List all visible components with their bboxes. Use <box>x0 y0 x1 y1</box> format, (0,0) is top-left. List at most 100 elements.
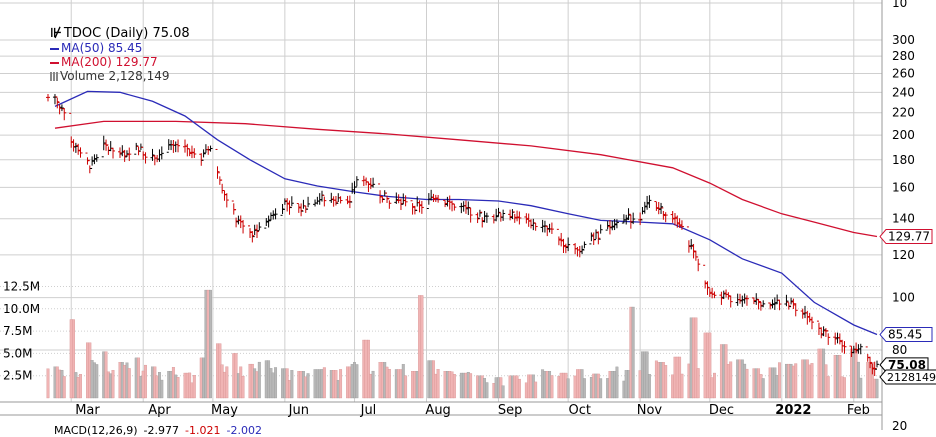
candle-icon: ⊮ <box>50 26 62 41</box>
ma50-series <box>54 90 878 336</box>
volume-bar <box>810 363 814 399</box>
ma200-series <box>54 120 878 238</box>
volume-tick-label: 5.0M <box>3 346 32 360</box>
volume-tick-label: 2.5M <box>3 369 32 383</box>
price-tick-label: 120 <box>892 248 915 262</box>
volume-bar <box>367 339 370 399</box>
price-bars <box>46 94 879 377</box>
price-tag-box <box>879 229 933 245</box>
volume-bar <box>778 362 781 399</box>
volume-bar <box>485 382 489 399</box>
legend-title: TDOC (Daily) 75.08 <box>63 26 190 41</box>
volume-bar <box>339 369 343 399</box>
volume-bar <box>95 364 99 399</box>
volume-bar <box>859 377 863 399</box>
volume-bar <box>875 378 879 399</box>
price-tick-label: 280 <box>892 49 915 63</box>
volume-bar <box>550 375 554 399</box>
legend-title-row: ⊮ TDOC (Daily) 75.08 <box>50 27 190 41</box>
price-tick-label: 180 <box>892 153 915 167</box>
volume-bar <box>209 289 212 399</box>
volume-bar <box>761 378 765 399</box>
volume-bar <box>241 376 245 399</box>
x-tick-label: Oct <box>569 403 591 418</box>
macd-value-1: -2.977 <box>143 424 180 437</box>
volume-bar <box>46 368 50 399</box>
ma200-line <box>54 120 878 238</box>
price-tick-label: 300 <box>892 33 915 47</box>
x-tick-label: Jun <box>288 403 309 418</box>
ma50-swatch-icon <box>50 47 59 50</box>
volume-bar <box>160 379 164 399</box>
ma200-swatch-icon <box>50 61 59 64</box>
volume-bar <box>664 365 668 399</box>
x-tick-label: May <box>211 403 238 418</box>
price-tick-label: 160 <box>892 180 915 194</box>
axis-labels: 300 280 260 240 220 200 180 160 140 120 100 80 10 20 1… <box>3 0 915 430</box>
x-tick-label: Sep <box>498 403 523 418</box>
x-tick-label: Aug <box>425 403 450 418</box>
price-tick-label: 10 <box>892 0 907 10</box>
price-tick-label: 220 <box>892 106 915 120</box>
legend-ma200-row: MA(200) 129.77 <box>50 55 190 69</box>
macd-label: MACD(12,26,9) <box>54 424 138 437</box>
volume-tick-label: 7.5M <box>3 324 32 338</box>
x-tick-label: Dec <box>709 403 734 418</box>
volume-tick-label: 12.5M <box>3 280 40 294</box>
price-tick-label: 140 <box>892 212 915 226</box>
volume-bar <box>452 374 456 399</box>
volume-bar <box>713 372 716 399</box>
volume-bars <box>46 289 879 399</box>
volume-bar <box>62 376 66 399</box>
volume-bar <box>387 369 391 399</box>
volume-bar <box>111 370 115 399</box>
x-tick-label: Mar <box>75 403 100 418</box>
volume-bar <box>826 376 830 399</box>
price-tick-label: 200 <box>892 128 915 142</box>
macd-tick-label: 20 <box>892 419 907 430</box>
volume-bar <box>176 376 180 399</box>
volume-bar <box>794 363 798 399</box>
volume-bar <box>647 374 651 399</box>
x-tick-label: 2022 <box>775 403 811 418</box>
volume-bar <box>436 369 440 399</box>
volume-tick-label: 10.0M <box>3 302 40 316</box>
volume-bar <box>225 366 229 399</box>
x-tick-label: Feb <box>847 403 870 418</box>
volume-bar <box>79 374 82 399</box>
volume-bar <box>371 370 375 399</box>
volume-bar <box>355 364 359 399</box>
price-tag-label: 129.77 <box>888 230 930 244</box>
price-tick-label: 100 <box>892 291 915 305</box>
volume-bar <box>708 332 712 399</box>
volume-bar <box>534 381 538 399</box>
volume-bar <box>501 385 505 399</box>
ma50-line <box>54 90 878 336</box>
volume-bar <box>517 378 521 399</box>
price-tag-box <box>879 327 933 343</box>
volume-bar <box>745 368 749 399</box>
volume-bar <box>582 378 586 399</box>
volume-bar <box>127 368 131 399</box>
volume-bar <box>680 373 684 399</box>
volume-bar <box>322 367 326 399</box>
price-tag-label: 75.08 <box>888 358 926 372</box>
volume-bar <box>694 317 698 399</box>
volume-bar <box>843 377 846 399</box>
volume-bar <box>306 373 310 399</box>
price-tick-label: 80 <box>892 343 907 357</box>
volume-bar <box>631 306 635 399</box>
volume-bar <box>420 295 424 399</box>
price-tick-label: 240 <box>892 85 915 99</box>
x-tick-label: Apr <box>148 403 171 418</box>
chart-legend: ⊮ TDOC (Daily) 75.08 MA(50) 85.45 MA(200)… <box>50 27 190 83</box>
macd-value-3: -2.002 <box>226 424 262 437</box>
volume-bar <box>599 378 603 399</box>
volume-tag-box <box>879 369 936 385</box>
volume-bar <box>566 378 570 399</box>
volume-bar <box>72 319 75 399</box>
volume-bar <box>696 368 700 399</box>
x-tick-label: Jul <box>360 403 377 418</box>
volume-bar <box>274 367 278 399</box>
